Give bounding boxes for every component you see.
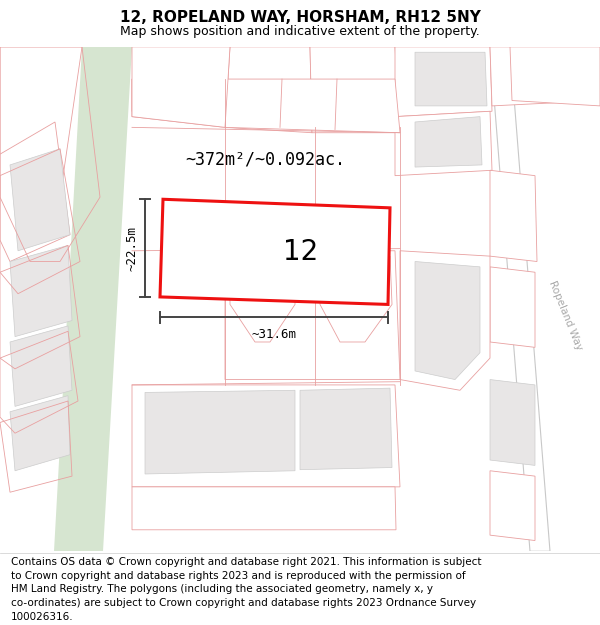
Polygon shape <box>0 47 82 229</box>
Polygon shape <box>132 79 400 132</box>
Polygon shape <box>300 388 392 470</box>
Text: Ropeland Way: Ropeland Way <box>547 279 583 351</box>
Polygon shape <box>490 47 600 106</box>
Polygon shape <box>132 487 396 530</box>
Polygon shape <box>490 47 550 551</box>
Polygon shape <box>10 326 72 406</box>
Polygon shape <box>132 385 400 487</box>
Polygon shape <box>132 79 225 128</box>
Text: 12, ROPELAND WAY, HORSHAM, RH12 5NY: 12, ROPELAND WAY, HORSHAM, RH12 5NY <box>119 10 481 25</box>
Polygon shape <box>10 246 72 337</box>
Polygon shape <box>400 251 490 390</box>
Polygon shape <box>160 199 390 304</box>
Polygon shape <box>490 379 535 466</box>
Polygon shape <box>415 117 482 167</box>
Text: Contains OS data © Crown copyright and database right 2021. This information is : Contains OS data © Crown copyright and d… <box>11 557 481 621</box>
Polygon shape <box>395 111 492 176</box>
Polygon shape <box>490 170 537 261</box>
Polygon shape <box>225 47 400 132</box>
Polygon shape <box>230 256 295 342</box>
Polygon shape <box>320 256 392 342</box>
Polygon shape <box>225 47 312 132</box>
Text: Map shows position and indicative extent of the property.: Map shows position and indicative extent… <box>120 24 480 38</box>
Text: ~31.6m: ~31.6m <box>251 328 296 341</box>
Text: ~22.5m: ~22.5m <box>126 226 139 271</box>
Text: 12: 12 <box>283 238 318 266</box>
Polygon shape <box>310 47 400 132</box>
Polygon shape <box>415 52 487 106</box>
Polygon shape <box>490 471 535 541</box>
Text: ~372m²/~0.092ac.: ~372m²/~0.092ac. <box>185 151 345 169</box>
Polygon shape <box>132 47 230 128</box>
Polygon shape <box>415 261 480 379</box>
Polygon shape <box>395 47 492 117</box>
Polygon shape <box>0 122 70 261</box>
Polygon shape <box>54 47 132 551</box>
Polygon shape <box>10 396 70 471</box>
Polygon shape <box>225 251 400 379</box>
Polygon shape <box>10 149 70 251</box>
Polygon shape <box>490 267 535 348</box>
Polygon shape <box>145 390 295 474</box>
Polygon shape <box>510 47 600 106</box>
